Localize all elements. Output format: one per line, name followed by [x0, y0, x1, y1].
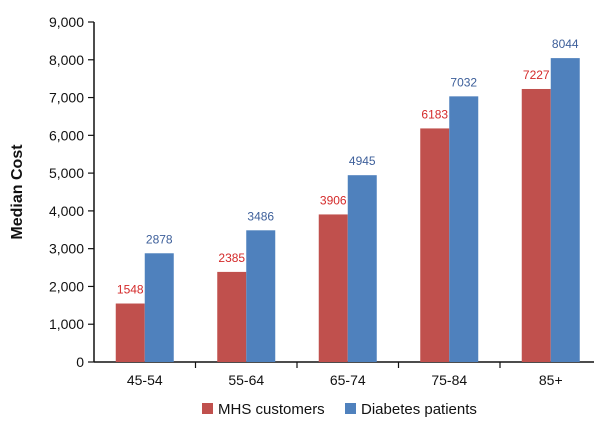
y-tick-label: 8,000	[49, 52, 84, 68]
y-tick-label: 3,000	[49, 241, 84, 257]
bar-mhs-customers	[318, 214, 348, 362]
y-tick-label: 5,000	[49, 165, 84, 181]
bar-diabetes-patients	[246, 230, 276, 362]
y-tick-label: 0	[76, 354, 84, 370]
bar-diabetes-patients	[550, 58, 580, 363]
x-tick-label: 55-64	[228, 372, 264, 388]
legend: MHS customers Diabetes patients	[202, 401, 477, 418]
y-tick-label: 6,000	[49, 127, 84, 143]
bar-diabetes-patients	[449, 96, 479, 362]
data-label-group: 1548 2878 2385 3486 3906 4945 6183 7032 7227 8044	[117, 37, 579, 296]
data-label: 2385	[218, 251, 245, 265]
data-label: 3486	[247, 209, 274, 223]
legend-swatch	[202, 403, 213, 414]
data-label: 8044	[552, 37, 579, 51]
legend-label: Diabetes patients	[361, 401, 477, 418]
bar-mhs-customers	[521, 88, 551, 362]
bar-group	[115, 58, 580, 363]
bar-mhs-customers	[420, 128, 450, 362]
bar-diabetes-patients	[144, 253, 174, 362]
x-tick-label: 45-54	[127, 372, 163, 388]
x-axis-ticks: 45-54 55-64 65-74 75-84 85+	[127, 362, 563, 388]
x-tick-label: 85+	[539, 372, 563, 388]
y-axis-ticks: 0 1,000 2,000 3,000 4,000 5,000 6,000 7,000 8,00…	[49, 14, 94, 370]
legend-swatch	[345, 403, 356, 414]
y-tick-label: 9,000	[49, 14, 84, 30]
y-tick-label: 7,000	[49, 90, 84, 106]
bar-diabetes-patients	[347, 175, 377, 362]
y-tick-label: 4,000	[49, 203, 84, 219]
data-label: 3906	[320, 193, 347, 207]
legend-label: MHS customers	[218, 401, 325, 418]
data-label: 7227	[523, 68, 550, 82]
data-label: 2878	[146, 232, 173, 246]
x-tick-label: 65-74	[330, 372, 366, 388]
data-label: 7032	[450, 75, 477, 89]
data-label: 1548	[117, 283, 144, 297]
y-tick-label: 1,000	[49, 316, 84, 332]
y-tick-label: 2,000	[49, 278, 84, 294]
data-label: 6183	[421, 107, 448, 121]
x-tick-label: 75-84	[431, 372, 467, 388]
bar-mhs-customers	[115, 303, 145, 362]
data-label: 4945	[349, 154, 376, 168]
y-axis-title: Median Cost	[9, 144, 26, 240]
bar-mhs-customers	[217, 271, 247, 362]
